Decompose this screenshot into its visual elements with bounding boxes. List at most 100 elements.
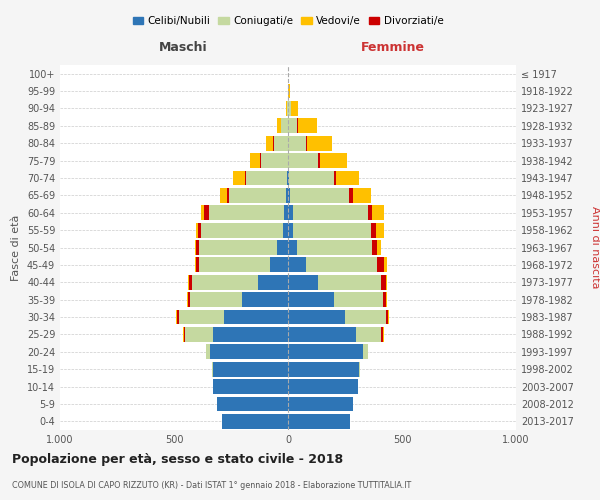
Bar bbox=[274, 136, 288, 150]
Bar bbox=[233, 170, 245, 186]
Bar bbox=[224, 310, 288, 324]
Bar bbox=[292, 101, 298, 116]
Bar bbox=[222, 414, 288, 428]
Bar bbox=[288, 136, 306, 150]
Bar bbox=[368, 206, 373, 220]
Bar bbox=[288, 414, 350, 428]
Bar bbox=[298, 118, 317, 133]
Bar bbox=[288, 379, 358, 394]
Bar bbox=[270, 258, 288, 272]
Bar bbox=[297, 118, 298, 133]
Bar bbox=[284, 206, 288, 220]
Bar bbox=[288, 206, 293, 220]
Bar bbox=[334, 170, 336, 186]
Bar bbox=[206, 344, 211, 359]
Bar bbox=[178, 310, 179, 324]
Bar bbox=[353, 188, 371, 202]
Bar bbox=[202, 222, 283, 238]
Bar bbox=[260, 153, 288, 168]
Bar bbox=[293, 222, 371, 238]
Bar bbox=[334, 292, 383, 307]
Bar bbox=[288, 292, 334, 307]
Bar bbox=[373, 206, 384, 220]
Bar bbox=[190, 292, 242, 307]
Bar bbox=[200, 206, 204, 220]
Bar bbox=[288, 170, 289, 186]
Y-axis label: Fasce di età: Fasce di età bbox=[11, 214, 21, 280]
Bar bbox=[288, 275, 317, 289]
Bar bbox=[288, 188, 290, 202]
Bar bbox=[288, 258, 306, 272]
Bar bbox=[306, 136, 307, 150]
Bar bbox=[359, 362, 360, 376]
Bar bbox=[288, 153, 317, 168]
Bar bbox=[283, 222, 288, 238]
Bar bbox=[189, 275, 192, 289]
Bar bbox=[288, 240, 297, 255]
Bar bbox=[288, 344, 363, 359]
Bar bbox=[176, 310, 178, 324]
Bar bbox=[187, 292, 188, 307]
Bar bbox=[386, 310, 388, 324]
Bar bbox=[288, 310, 345, 324]
Bar bbox=[242, 292, 288, 307]
Bar bbox=[288, 222, 293, 238]
Bar bbox=[384, 258, 387, 272]
Bar bbox=[211, 344, 288, 359]
Bar bbox=[213, 362, 288, 376]
Bar bbox=[287, 101, 288, 116]
Bar bbox=[383, 292, 386, 307]
Bar bbox=[277, 240, 288, 255]
Bar bbox=[356, 327, 382, 342]
Bar bbox=[245, 170, 246, 186]
Bar bbox=[209, 206, 284, 220]
Bar bbox=[287, 170, 288, 186]
Bar bbox=[259, 275, 288, 289]
Bar bbox=[246, 170, 287, 186]
Bar bbox=[266, 136, 273, 150]
Bar bbox=[290, 188, 349, 202]
Bar bbox=[376, 222, 384, 238]
Bar bbox=[213, 379, 288, 394]
Bar bbox=[227, 188, 229, 202]
Bar bbox=[194, 258, 196, 272]
Bar bbox=[185, 327, 213, 342]
Bar bbox=[179, 310, 224, 324]
Bar bbox=[382, 275, 386, 289]
Bar bbox=[213, 327, 288, 342]
Bar bbox=[188, 275, 189, 289]
Bar bbox=[273, 136, 274, 150]
Bar bbox=[217, 396, 288, 411]
Bar bbox=[377, 258, 384, 272]
Text: Maschi: Maschi bbox=[159, 41, 208, 54]
Y-axis label: Anni di nascita: Anni di nascita bbox=[590, 206, 600, 289]
Bar bbox=[183, 327, 184, 342]
Bar bbox=[229, 188, 286, 202]
Bar bbox=[196, 240, 199, 255]
Bar bbox=[373, 240, 377, 255]
Bar bbox=[199, 258, 270, 272]
Bar bbox=[277, 118, 281, 133]
Legend: Celibi/Nubili, Coniugati/e, Vedovi/e, Divorziati/e: Celibi/Nubili, Coniugati/e, Vedovi/e, Di… bbox=[128, 12, 448, 30]
Bar bbox=[194, 240, 196, 255]
Bar bbox=[192, 275, 259, 289]
Bar bbox=[220, 188, 227, 202]
Bar bbox=[250, 153, 260, 168]
Bar bbox=[196, 222, 198, 238]
Bar bbox=[288, 362, 359, 376]
Bar bbox=[286, 101, 287, 116]
Bar bbox=[196, 258, 199, 272]
Bar bbox=[345, 310, 386, 324]
Bar bbox=[204, 206, 209, 220]
Bar bbox=[198, 222, 202, 238]
Bar bbox=[293, 206, 368, 220]
Bar bbox=[388, 310, 389, 324]
Bar bbox=[188, 292, 190, 307]
Bar bbox=[286, 188, 288, 202]
Bar bbox=[297, 240, 373, 255]
Bar bbox=[386, 275, 387, 289]
Bar bbox=[307, 136, 332, 150]
Bar bbox=[386, 292, 387, 307]
Bar bbox=[289, 170, 334, 186]
Text: Popolazione per età, sesso e stato civile - 2018: Popolazione per età, sesso e stato civil… bbox=[12, 452, 343, 466]
